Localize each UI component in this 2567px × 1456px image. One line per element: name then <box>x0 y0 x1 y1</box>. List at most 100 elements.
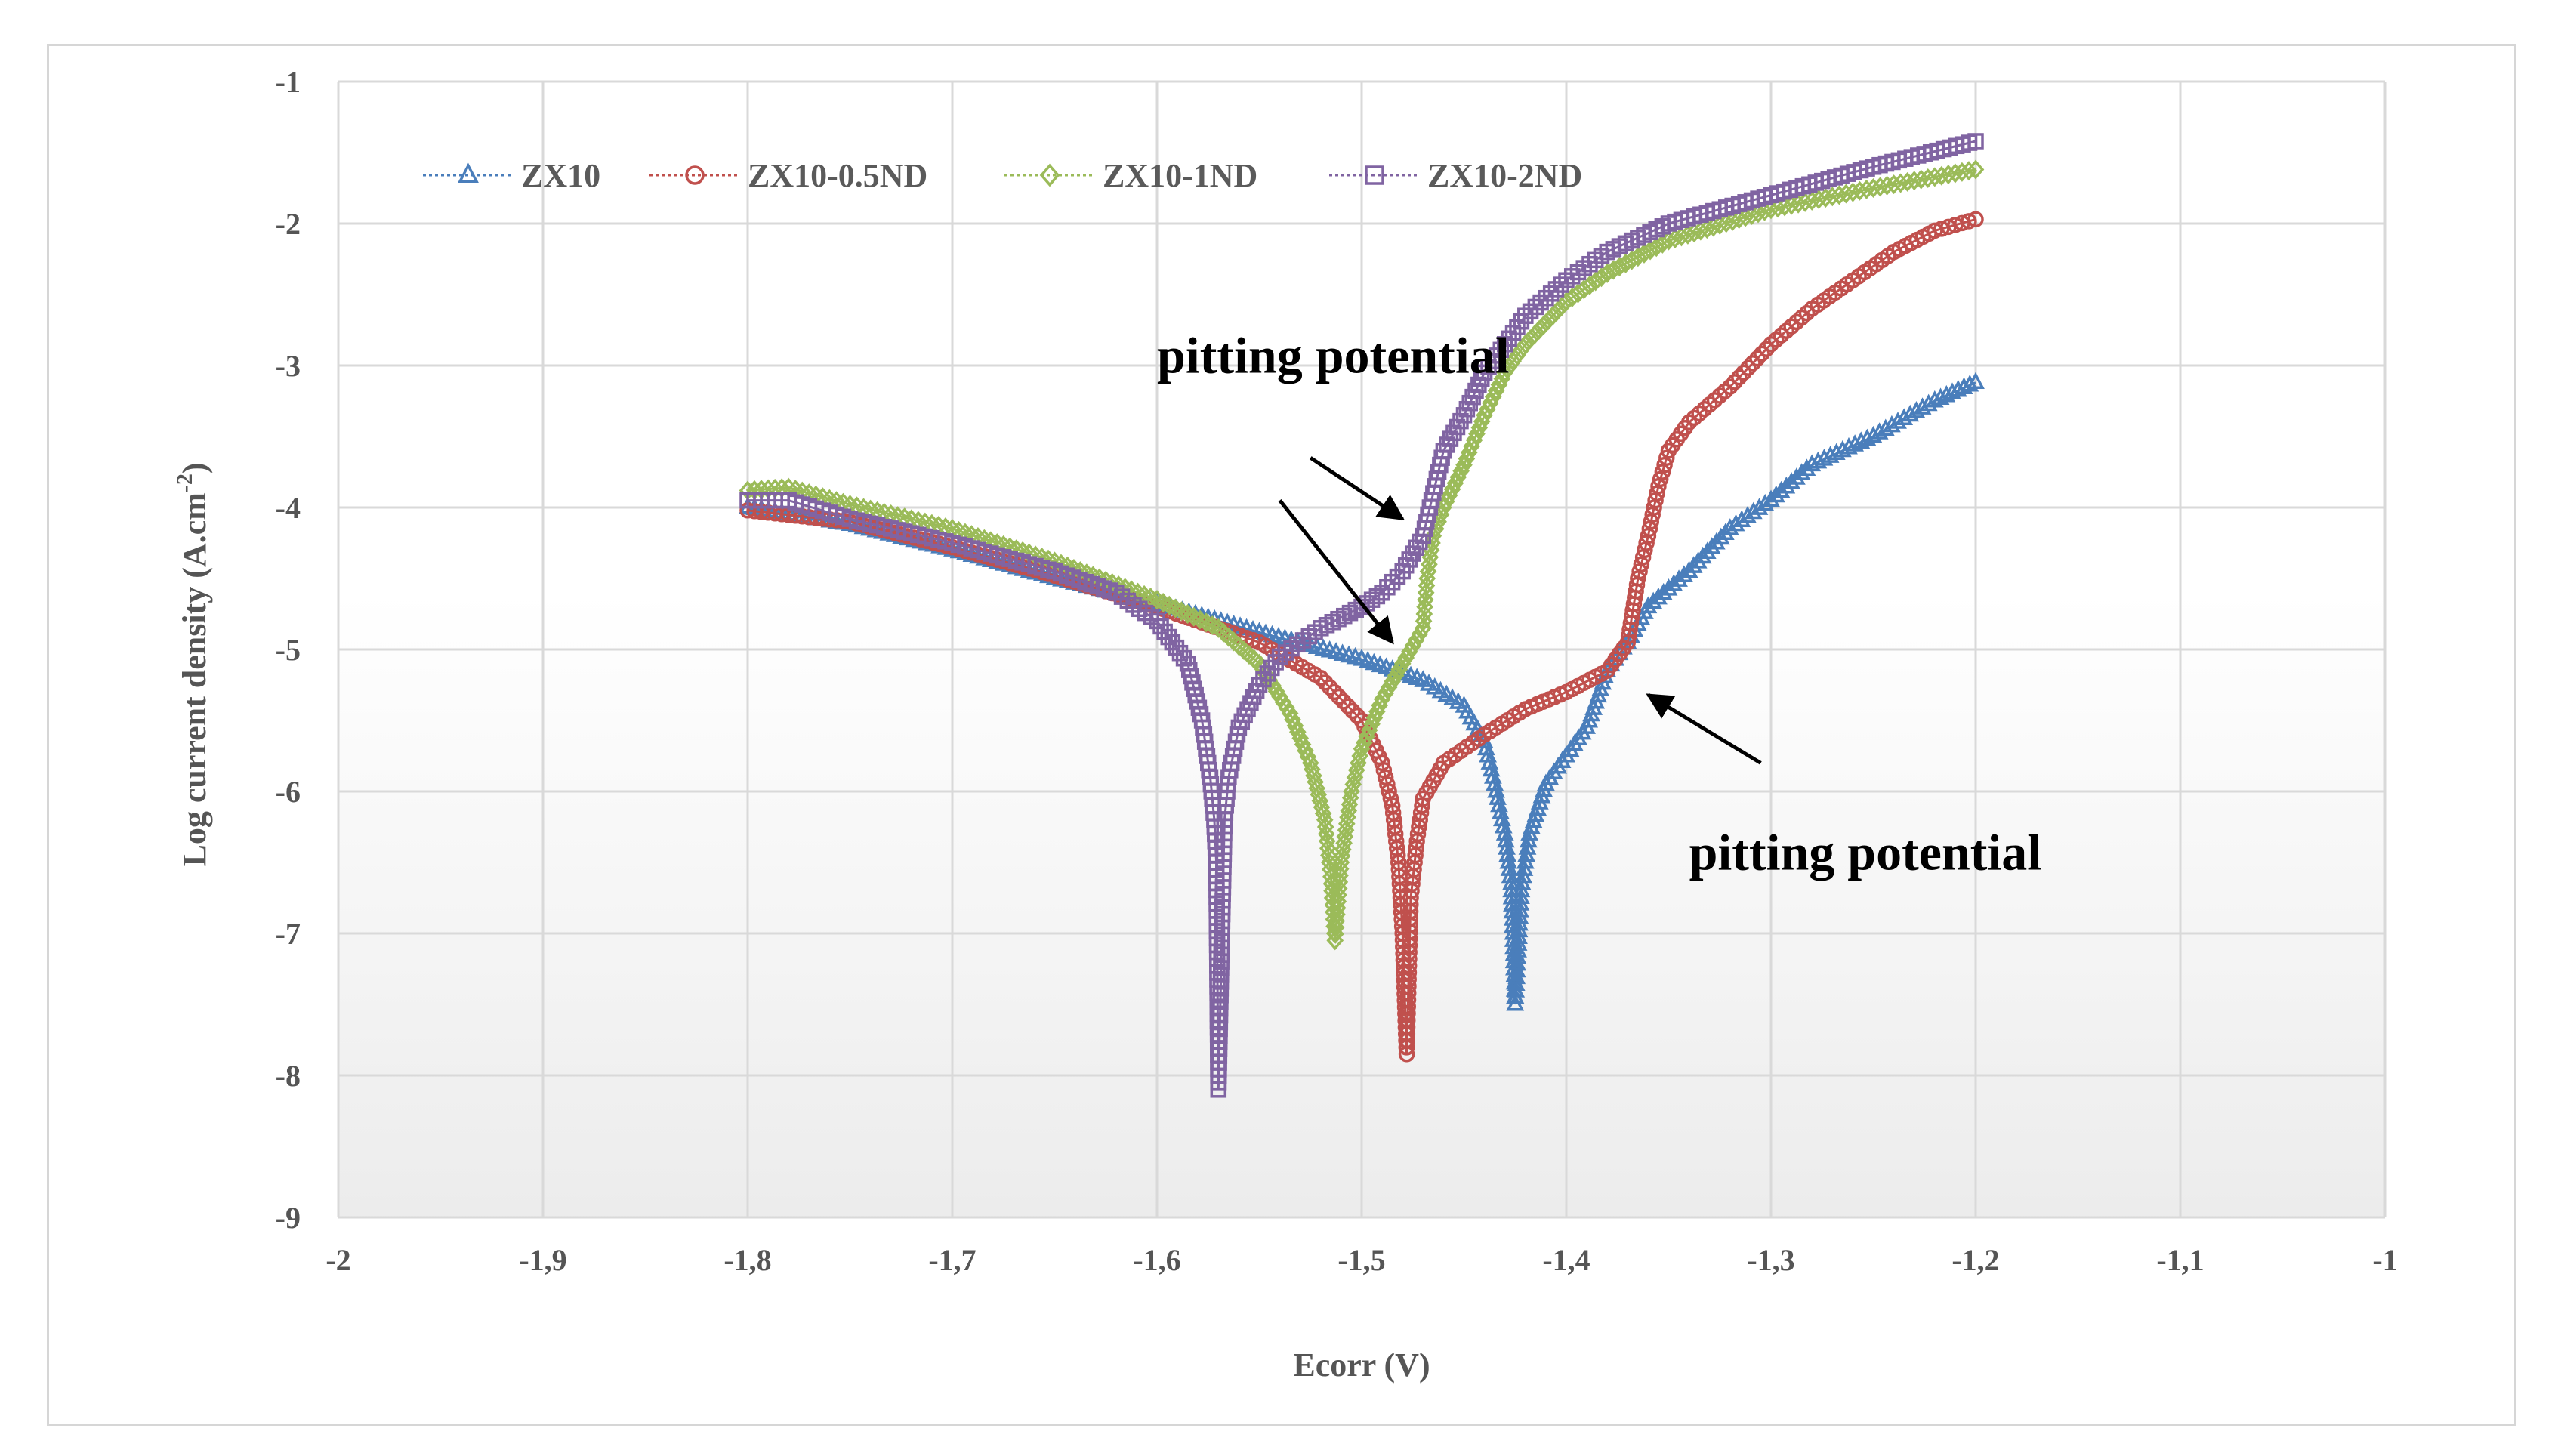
marker-zx10-1nd <box>1919 168 1937 188</box>
marker-zx10-0-5nd <box>1726 374 1743 390</box>
marker-zx10-0-5nd <box>1654 464 1671 480</box>
marker-zx10-0-5nd <box>1649 485 1665 501</box>
marker-zx10-1nd <box>1878 175 1896 196</box>
marker-zx10-1nd <box>1953 162 1971 182</box>
marker-zx10-0-5nd <box>1377 769 1394 785</box>
y-tick-label: -9 <box>276 1201 301 1235</box>
marker-zx10-1nd <box>1730 209 1748 230</box>
marker-zx10-2nd <box>1547 281 1565 298</box>
marker-zx10-1nd <box>1892 173 1909 193</box>
marker-zx10-1nd <box>1380 677 1398 698</box>
marker-zx10-1nd <box>1407 630 1425 650</box>
marker-zx10-2nd <box>1379 579 1396 596</box>
marker-zx10-1nd <box>1479 399 1496 419</box>
marker-zx10 <box>1756 493 1775 511</box>
marker-zx10-2nd <box>1517 307 1534 324</box>
marker-zx10-1nd <box>1871 177 1889 197</box>
marker-zx10-1nd <box>1776 196 1794 217</box>
series-zx10 <box>739 372 1985 1011</box>
marker-zx10-0-5nd <box>1745 355 1761 372</box>
marker-zx10 <box>1919 393 1938 412</box>
marker-zx10 <box>1864 425 1883 443</box>
marker-zx10-1nd <box>1508 345 1526 366</box>
marker-zx10-1nd <box>1437 491 1455 511</box>
annotation-label: pitting potential <box>1689 823 2042 881</box>
marker-zx10 <box>1895 408 1914 425</box>
marker-zx10 <box>1498 838 1516 855</box>
marker-zx10-1nd <box>1539 310 1557 331</box>
marker-zx10-2nd <box>1368 588 1386 605</box>
marker-zx10-0-5nd <box>1634 549 1652 566</box>
marker-zx10 <box>1858 428 1877 446</box>
marker-zx10-0-5nd <box>1331 688 1347 705</box>
marker-zx10 <box>1670 569 1688 587</box>
annotation-1: pitting potential <box>1157 326 1510 645</box>
legend-item-zx10-1nd: ZX10-1ND <box>1004 157 1257 194</box>
marker-zx10-1nd <box>1490 375 1508 395</box>
marker-zx10-1nd <box>1400 642 1418 662</box>
marker-zx10 <box>1961 374 1979 392</box>
marker-zx10-1nd <box>1796 192 1814 212</box>
marker-zx10-0-5nd <box>1731 369 1748 386</box>
marker-zx10-0-5nd <box>1374 754 1390 772</box>
marker-zx10-1nd <box>1698 219 1716 239</box>
marker-zx10-0-5nd <box>1322 679 1338 696</box>
marker-zx10-1nd <box>1717 213 1736 233</box>
x-tick-label: -1,2 <box>1951 1243 1999 1277</box>
marker-zx10 <box>1702 537 1721 554</box>
y-axis-title-superscript: -2 <box>172 474 197 492</box>
marker-zx10-1nd <box>1762 199 1780 220</box>
marker-zx10-1nd <box>1803 190 1821 211</box>
marker-zx10 <box>1665 574 1683 591</box>
marker-zx10-2nd <box>1384 573 1401 591</box>
marker-zx10-1nd <box>1593 267 1610 288</box>
marker-zx10-1nd <box>1899 171 1916 192</box>
marker-zx10-1nd <box>1692 221 1710 241</box>
marker-zx10-1nd <box>1440 485 1458 505</box>
marker-zx10-1nd <box>1666 228 1684 248</box>
marker-zx10-1nd <box>1548 301 1566 321</box>
marker-zx10-1nd <box>1496 362 1514 383</box>
marker-zx10-1nd <box>1397 647 1415 668</box>
marker-zx10-0-5nd <box>1658 449 1675 466</box>
marker-zx10 <box>1739 505 1757 523</box>
marker-zx10-1nd <box>1946 163 1964 184</box>
marker-zx10 <box>1698 541 1717 560</box>
marker-zx10-1nd <box>1885 174 1902 195</box>
marker-zx10 <box>1680 560 1698 578</box>
marker-zx10-1nd <box>1905 171 1924 191</box>
marker-zx10 <box>1726 514 1745 532</box>
marker-zx10-1nd <box>1654 233 1671 254</box>
marker-zx10 <box>1500 859 1519 876</box>
marker-zx10 <box>1943 382 1961 400</box>
marker-zx10-1nd <box>1476 405 1493 425</box>
marker-zx10-0-5nd <box>1652 470 1669 488</box>
legend-item-zx10-2nd: ZX10-2ND <box>1329 157 1582 194</box>
x-tick-label: -1 <box>2372 1243 2397 1277</box>
marker-zx10-1nd <box>1500 356 1518 377</box>
annotations: pitting potential pitting potential <box>1157 326 2041 881</box>
marker-zx10 <box>1649 587 1668 605</box>
marker-zx10-0-5nd <box>1637 541 1653 559</box>
marker-zx10-1nd <box>1557 292 1575 312</box>
marker-zx10-1nd <box>1629 247 1647 267</box>
marker-zx10-2nd <box>1522 303 1539 320</box>
marker-zx10-1nd <box>1297 740 1314 760</box>
marker-zx10 <box>1499 851 1518 869</box>
legend-marker <box>685 165 705 185</box>
marker-zx10 <box>1815 448 1834 466</box>
marker-zx10-0-5nd <box>1326 683 1343 701</box>
marker-zx10-1nd <box>1390 659 1408 680</box>
marker-zx10 <box>1684 556 1703 573</box>
marker-zx10-1nd <box>1526 325 1544 345</box>
marker-zx10-1nd <box>1482 393 1499 413</box>
marker-zx10 <box>1490 794 1508 813</box>
marker-zx10-2nd <box>1538 289 1554 307</box>
series-zx10-2nd <box>739 133 1984 1098</box>
marker-zx10-1nd <box>1831 185 1848 205</box>
marker-zx10-1nd <box>1635 243 1653 264</box>
marker-zx10-1nd <box>1521 329 1539 350</box>
marker-zx10-0-5nd <box>1736 364 1752 381</box>
marker-zx10 <box>1674 565 1693 582</box>
legend: ZX10 ZX10-0.5ND ZX10-1ND ZX10-2ND <box>423 157 1582 194</box>
